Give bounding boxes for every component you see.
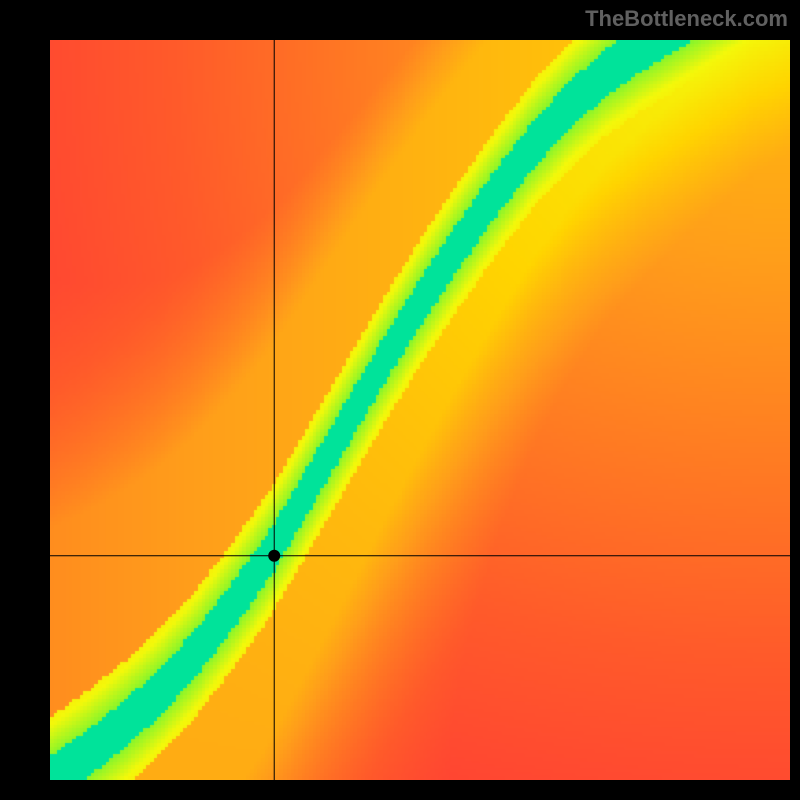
heatmap-canvas (50, 40, 790, 780)
watermark-text: TheBottleneck.com (585, 6, 788, 32)
plot-area (50, 40, 790, 780)
